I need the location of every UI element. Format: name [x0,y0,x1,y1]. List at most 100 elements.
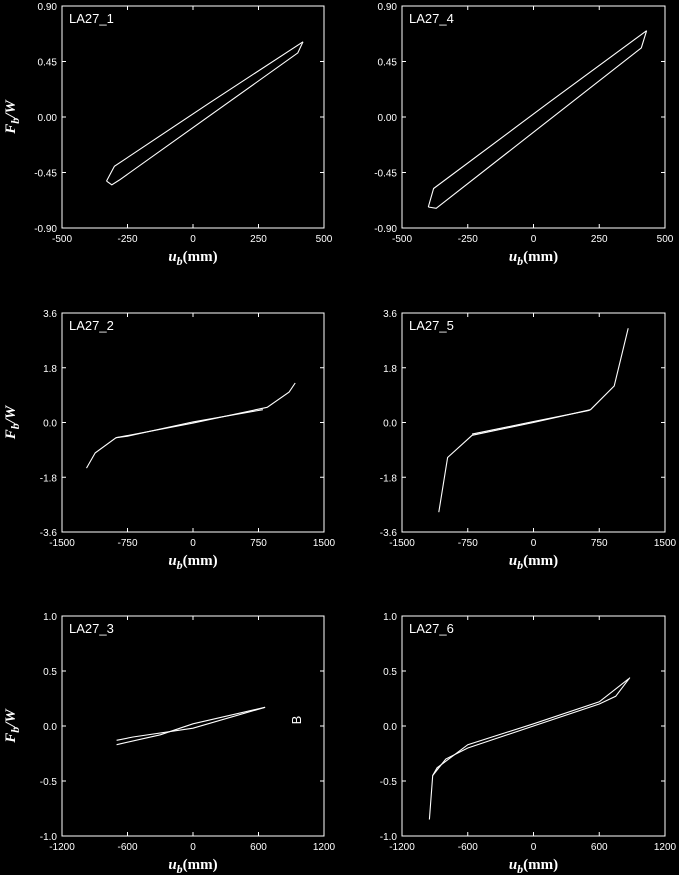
y-tick-label: 0.5 [43,667,57,678]
x-tick-label: 0 [531,538,537,549]
panels: -500 -250 0 250 500-0.90-0.450.000.450.90LA2… [3,2,677,875]
stray-label: B [289,716,304,725]
x-tick-label: 600 [250,842,267,853]
y-tick-label: 0.00 [378,113,398,124]
panel-label: LA27_6 [409,621,454,636]
x-tick-label: 250 [250,234,267,245]
x-tick-label: -1500 [389,538,415,549]
x-tick-label: 1200 [313,842,336,853]
y-tick-label: 0.0 [383,722,397,733]
series-line-2 [428,30,648,209]
x-tick-label: -1200 [389,842,415,853]
y-tick-label: -1.0 [40,832,58,843]
chart-panel-2: -500 -250 0 250 500 -0.90 -0.45 0.00 0.45 0.90 LA2… [374,2,674,268]
y-axis-rest: /W [3,404,19,424]
x-axis-label: ub(mm) [509,553,558,572]
x-axis-var: u [509,553,517,569]
x-axis-unit: (mm) [523,553,558,569]
y-axis-label: Fb/W [3,99,22,135]
series-line-1 [106,41,304,182]
y-axis-sub: b [8,423,22,429]
x-tick-label: 1500 [654,538,677,549]
y-axis-label: Fb/W [3,708,22,744]
x-tick-label: 0 [531,842,537,853]
y-tick-label: -0.90 [374,224,397,235]
x-tick-label: -600 [458,842,478,853]
x-tick-label: 1200 [654,842,677,853]
chart-panel-3: -1500 -750 0 750 1500 -3.6 -1.8 0.0 1.8 3.6 LA27_2… [3,309,336,572]
x-axis-label: ub(mm) [168,553,217,572]
y-axis-label: Fb/W [3,404,22,440]
y-tick-label: -0.5 [380,777,398,788]
x-tick-label: -1200 [49,842,75,853]
x-axis-sub: b [177,558,183,572]
y-axis-rest: /W [3,708,19,728]
x-axis-unit: (mm) [523,857,558,873]
x-tick-label: 0 [190,234,196,245]
y-axis-var: F [3,733,19,744]
y-tick-label: -1.8 [380,473,398,484]
y-tick-label: 3.6 [383,309,397,320]
x-axis-sub: b [517,558,523,572]
panel-label: LA27_1 [69,11,114,26]
x-axis-sub: b [517,862,523,875]
series-line-2 [471,409,590,435]
x-tick-label: -1500 [49,538,75,549]
y-tick-label: 1.0 [383,612,397,623]
x-tick-label: 0 [531,234,537,245]
x-axis-label: ub(mm) [509,249,558,268]
y-tick-label: 0.45 [38,58,58,69]
y-tick-label: -0.45 [34,169,57,180]
y-tick-label: -0.5 [40,777,58,788]
chart-panel-4: -1500 -750 0 750 1500 -3.6 -1.8 0.0 1.8 3.6 LA27_5… [380,309,677,572]
x-tick-label: -750 [458,538,478,549]
x-tick-label: -500 [392,234,412,245]
x-tick-label: -750 [117,538,137,549]
y-tick-label: 1.0 [43,612,57,623]
y-axis-sub: b [8,118,22,124]
y-tick-label: 0.90 [38,2,58,13]
x-tick-label: 600 [591,842,608,853]
y-tick-label: -0.90 [34,224,57,235]
panel-label: LA27_3 [69,621,114,636]
x-tick-label: 0 [190,538,196,549]
y-tick-label: 0.90 [378,2,398,13]
y-tick-label: 0.5 [383,667,397,678]
x-axis-var: u [168,857,176,873]
series-line-2 [116,706,266,741]
x-tick-label: 750 [250,538,267,549]
series-line-1 [438,328,629,513]
x-tick-label: -500 [52,234,72,245]
y-tick-label: -0.45 [374,169,397,180]
x-tick-label: 500 [316,234,333,245]
x-axis-var: u [168,249,176,265]
x-axis-unit: (mm) [183,249,218,265]
x-axis-unit: (mm) [183,857,218,873]
y-tick-label: -3.6 [40,528,58,539]
x-tick-label: -250 [117,234,137,245]
y-tick-label: 3.6 [43,309,57,320]
series-line-1 [86,382,296,469]
y-tick-label: -3.6 [380,528,398,539]
chart-panel-1: -500 -250 0 250 500 -0.90 -0.45 0.00 0.45 0.90 LA2… [3,2,333,268]
x-axis-unit: (mm) [523,249,558,265]
x-tick-label: 0 [190,842,196,853]
y-tick-label: -1.8 [40,473,58,484]
chart-panel-6: -1200 -600 0 600 1200 -1.0 -0.5 0.0 0.5 1.0 LA27_6… [380,612,677,875]
panel-label: LA27_4 [409,11,454,26]
x-axis-sub: b [177,862,183,875]
y-axis-rest: /W [3,99,19,119]
x-axis-sub: b [517,254,523,268]
x-axis-var: u [509,857,517,873]
x-tick-label: 1500 [313,538,336,549]
x-tick-label: 750 [591,538,608,549]
y-tick-label: 0.0 [43,722,57,733]
y-tick-label: 1.8 [43,364,57,375]
panel-label: LA27_5 [409,318,454,333]
x-axis-label: ub(mm) [168,249,217,268]
x-axis-label: ub(mm) [509,857,558,875]
y-tick-label: 0.00 [38,113,58,124]
x-tick-label: -600 [117,842,137,853]
x-axis-unit: (mm) [183,553,218,569]
